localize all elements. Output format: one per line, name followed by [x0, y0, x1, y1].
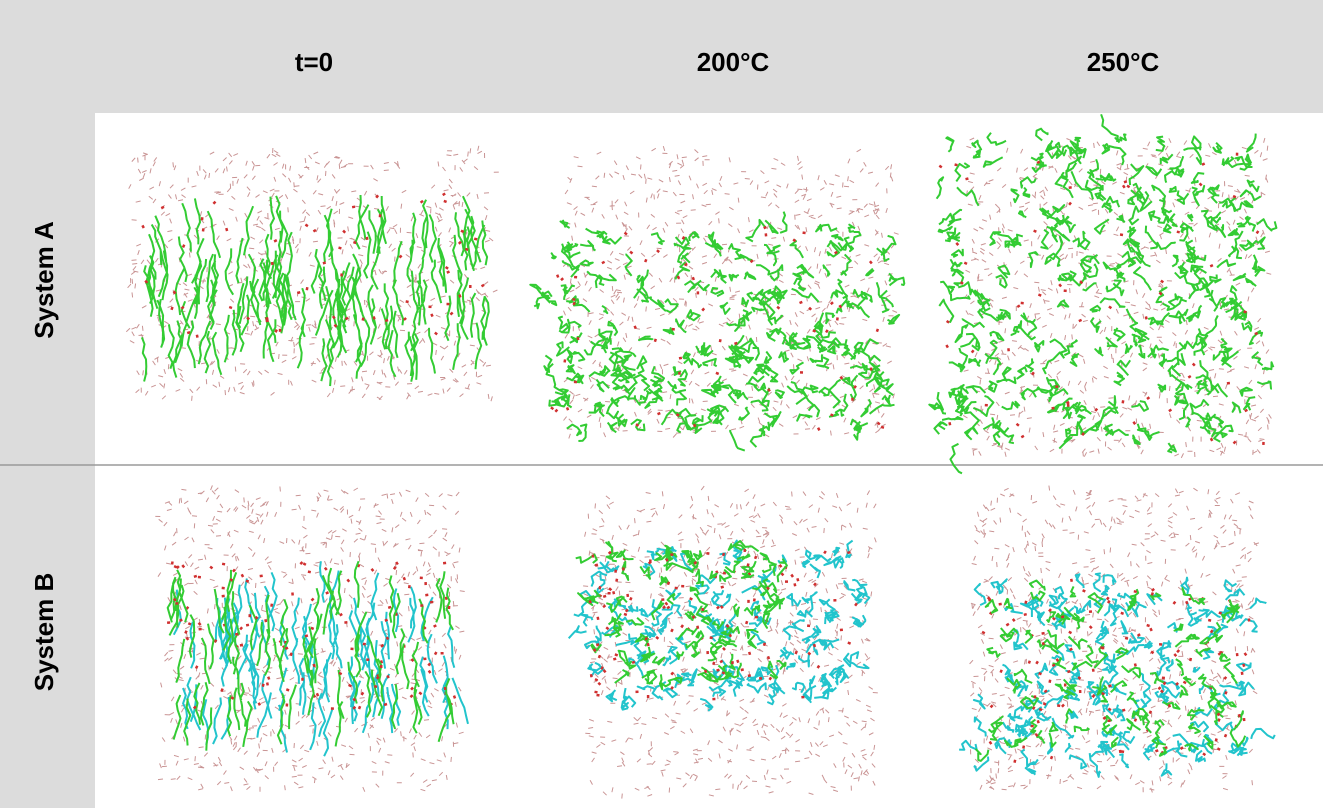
simulation-snapshots	[126, 114, 1276, 798]
lipid-chains	[530, 212, 904, 451]
figure: t=0 200°C 250°C System A System B	[0, 0, 1323, 808]
lipid-chains	[142, 195, 489, 386]
oxygen-atoms	[167, 562, 452, 709]
column-header: 200°C	[697, 47, 770, 77]
row-label-band	[0, 113, 95, 808]
oxygen-atoms	[551, 227, 884, 431]
lipid-chains	[929, 114, 1276, 473]
column-header: t=0	[295, 47, 333, 77]
row-header: System A	[29, 221, 59, 339]
column-header: 250°C	[1087, 47, 1160, 77]
water-molecules	[563, 146, 898, 438]
row-header: System B	[29, 573, 59, 692]
